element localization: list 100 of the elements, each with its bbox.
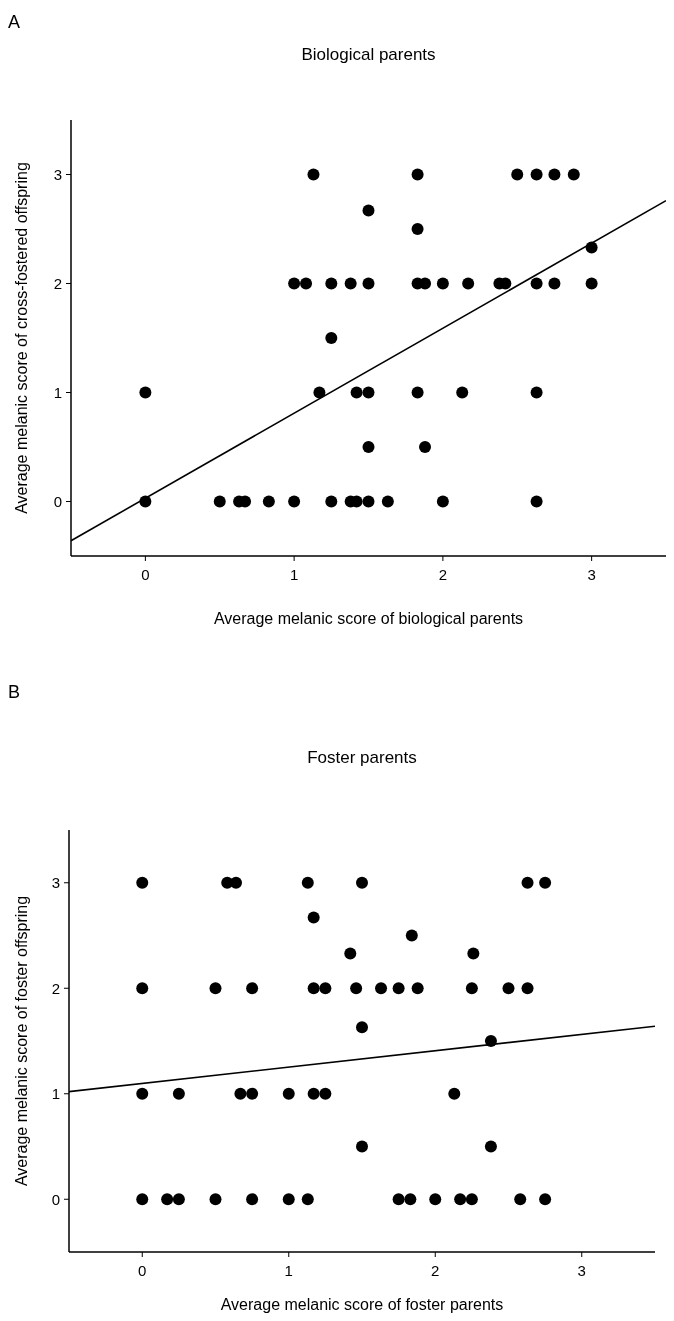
point — [392, 1193, 405, 1206]
point — [585, 277, 598, 290]
point — [319, 1087, 332, 1100]
point — [467, 947, 480, 960]
y-tick-label: 0 — [51, 1190, 60, 1208]
x-tick-label: 3 — [577, 1262, 586, 1279]
point — [350, 982, 363, 995]
point — [456, 386, 469, 399]
point — [530, 386, 543, 399]
y-tick-label: 1 — [51, 1085, 60, 1102]
point — [567, 168, 580, 181]
point — [484, 1140, 497, 1153]
point — [548, 168, 561, 181]
point — [539, 1193, 552, 1206]
point — [313, 386, 326, 399]
point — [356, 1021, 368, 1034]
point — [436, 277, 449, 290]
point — [436, 495, 449, 508]
point — [307, 982, 320, 995]
point — [262, 495, 275, 508]
point — [307, 911, 320, 924]
point — [307, 168, 320, 181]
point — [465, 982, 478, 995]
point — [362, 386, 375, 399]
point — [282, 1193, 295, 1206]
x-tick-label: 2 — [438, 566, 448, 583]
point — [301, 1193, 314, 1206]
point — [172, 1087, 185, 1100]
point — [136, 876, 149, 889]
point — [392, 982, 405, 995]
point — [454, 1193, 467, 1206]
point — [288, 277, 301, 290]
point — [161, 1193, 174, 1206]
point — [465, 1193, 478, 1206]
chart-title: Biological parents — [301, 45, 436, 64]
text: A — [8, 12, 21, 32]
point — [419, 441, 432, 453]
point — [375, 982, 388, 995]
point — [362, 277, 375, 290]
point — [136, 1193, 149, 1206]
point — [213, 495, 226, 508]
point — [462, 277, 475, 290]
x-tick-label: 1 — [289, 566, 299, 583]
point — [411, 982, 424, 995]
point — [502, 982, 515, 995]
point — [282, 1087, 295, 1100]
point — [411, 168, 424, 181]
point — [411, 223, 424, 235]
x-tick-label: 0 — [138, 1262, 147, 1279]
text: B — [8, 682, 21, 702]
y-tick-label: 2 — [51, 979, 60, 997]
x-axis-title: Average melanic score of biological parents — [213, 610, 524, 627]
x-tick-label: 0 — [141, 566, 150, 583]
point — [246, 982, 259, 995]
point — [136, 1087, 149, 1100]
point — [356, 876, 368, 889]
x-tick-label: 3 — [587, 566, 596, 583]
y-tick-label: 2 — [53, 274, 62, 292]
point — [511, 168, 524, 181]
point — [246, 1193, 259, 1206]
y-axis-title: Average melanic score of foster offspring — [12, 895, 30, 1187]
point — [539, 876, 552, 889]
point — [209, 982, 222, 995]
point — [325, 277, 338, 290]
point — [325, 332, 338, 344]
point — [448, 1087, 461, 1100]
point — [548, 277, 561, 290]
y-axis-title: Average melanic score of cross-fostered offspring — [12, 162, 30, 514]
point — [356, 1140, 368, 1153]
x-tick-label: 2 — [431, 1262, 440, 1279]
point — [429, 1193, 442, 1206]
point — [350, 386, 363, 399]
point — [319, 982, 332, 995]
point — [530, 495, 543, 508]
y-tick-label: 3 — [53, 165, 62, 183]
point — [362, 204, 375, 217]
chart-title: Foster parents — [307, 748, 417, 767]
point — [234, 1087, 247, 1100]
x-tick-label: 1 — [284, 1262, 293, 1279]
point — [381, 495, 394, 508]
point — [139, 386, 152, 399]
point — [411, 386, 424, 399]
point — [300, 277, 313, 290]
point — [246, 1087, 259, 1100]
y-tick-label: 0 — [53, 492, 62, 510]
point — [514, 1193, 527, 1206]
point — [301, 876, 314, 889]
point — [405, 929, 418, 942]
y-tick-label: 1 — [53, 383, 62, 401]
point — [362, 495, 375, 508]
y-tick-label: 3 — [51, 874, 60, 891]
point — [209, 1193, 222, 1206]
point — [344, 947, 357, 960]
point — [404, 1193, 417, 1206]
point — [288, 495, 301, 508]
point — [344, 277, 357, 290]
point — [325, 495, 338, 508]
point — [136, 982, 149, 995]
point — [307, 1087, 320, 1100]
point — [230, 876, 243, 889]
